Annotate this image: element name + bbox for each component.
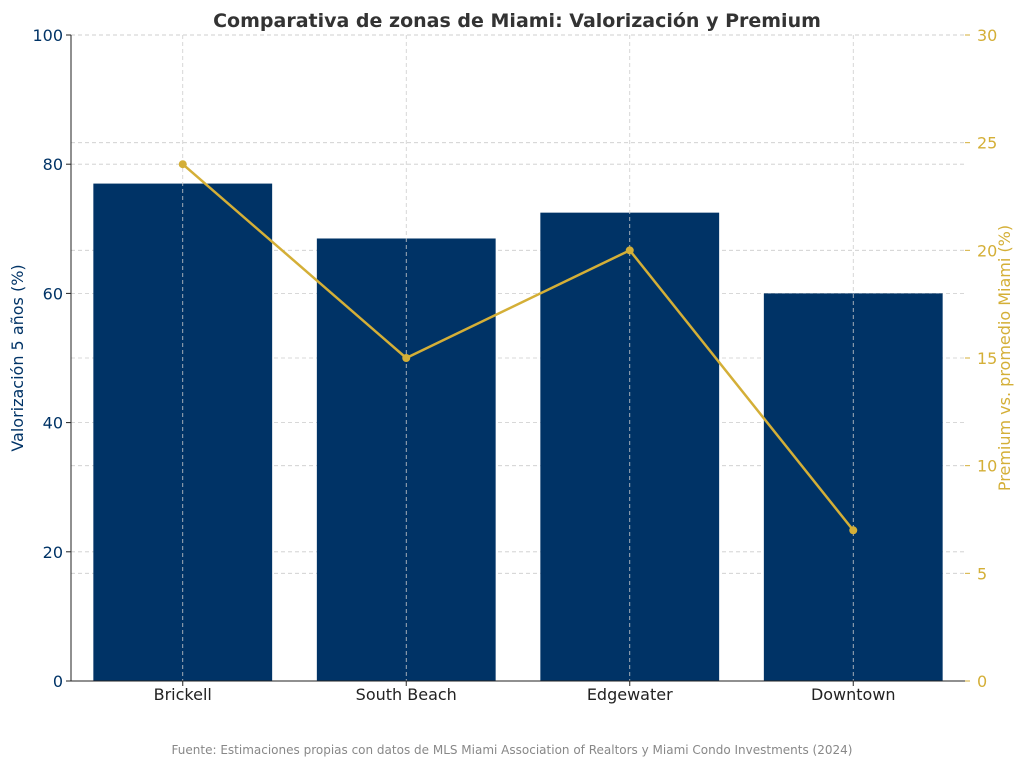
line-layer [178,160,858,535]
y-tick-label-left: 100 [32,26,63,45]
y-tick-label-right: 15 [977,349,997,368]
source-note: Fuente: Estimaciones propias con datos d… [172,743,853,757]
premium-point [178,160,187,169]
x-tick-label: Brickell [154,685,212,704]
y-tick-label-right: 5 [977,564,987,583]
y-tick-label-right: 30 [977,26,997,45]
y-tick-label-left: 60 [43,284,63,303]
axis-layer: 0 20 40 60 80 100 0 5 10 15 20 25 30 Brickell South Be… [32,26,997,704]
chart-title: Comparativa de zonas de Miami: Valorizac… [213,10,821,32]
premium-point [402,354,411,362]
x-tick-label: South Beach [356,685,457,704]
bar [93,183,273,681]
y-tick-label-right: 10 [977,457,997,476]
y-axis-label-right: Premium vs. promedio Miami (%) [995,225,1014,491]
x-tick-label: Downtown [811,685,896,704]
y-tick-label-left: 80 [43,155,63,174]
y-axis-label-left: Valorización 5 años (%) [8,264,27,451]
y-tick-label-right: 25 [977,134,997,153]
y-tick-label-right: 20 [977,241,997,260]
premium-line [181,163,855,532]
label-layer: Comparativa de zonas de Miami: Valorizac… [8,10,1014,757]
bar-layer [93,35,943,682]
premium-point [625,246,634,255]
premium-point [849,526,858,535]
x-tick-label: Edgewater [587,685,673,704]
y-tick-label-right: 0 [977,672,987,691]
y-tick-label-left: 0 [53,672,63,691]
y-tick-label-left: 40 [43,414,63,433]
y-tick-label-left: 20 [43,543,63,562]
bar [316,238,496,682]
